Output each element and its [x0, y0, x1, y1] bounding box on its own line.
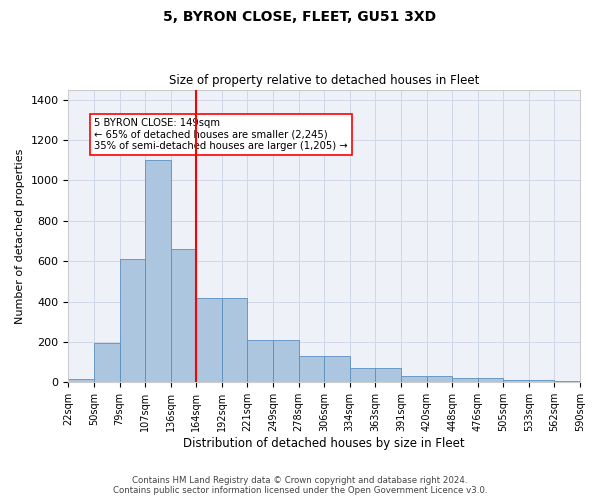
Text: 5 BYRON CLOSE: 149sqm
← 65% of detached houses are smaller (2,245)
35% of semi-d: 5 BYRON CLOSE: 149sqm ← 65% of detached …	[94, 118, 347, 151]
Bar	[247, 340, 273, 382]
Bar	[68, 380, 94, 382]
Bar	[503, 380, 529, 382]
Bar	[222, 298, 247, 382]
X-axis label: Distribution of detached houses by size in Fleet: Distribution of detached houses by size …	[184, 437, 465, 450]
Bar	[94, 343, 119, 382]
Bar	[478, 378, 503, 382]
Y-axis label: Number of detached properties: Number of detached properties	[15, 148, 25, 324]
Bar	[273, 340, 299, 382]
Text: 5, BYRON CLOSE, FLEET, GU51 3XD: 5, BYRON CLOSE, FLEET, GU51 3XD	[163, 10, 437, 24]
Bar	[145, 160, 171, 382]
Bar	[452, 378, 478, 382]
Bar	[427, 376, 452, 382]
Bar	[196, 298, 222, 382]
Bar	[119, 259, 145, 382]
Text: Contains HM Land Registry data © Crown copyright and database right 2024.
Contai: Contains HM Land Registry data © Crown c…	[113, 476, 487, 495]
Bar	[350, 368, 376, 382]
Bar	[529, 380, 554, 382]
Bar	[324, 356, 350, 382]
Bar	[401, 376, 427, 382]
Bar	[376, 368, 401, 382]
Title: Size of property relative to detached houses in Fleet: Size of property relative to detached ho…	[169, 74, 479, 87]
Bar	[171, 249, 196, 382]
Bar	[299, 356, 324, 382]
